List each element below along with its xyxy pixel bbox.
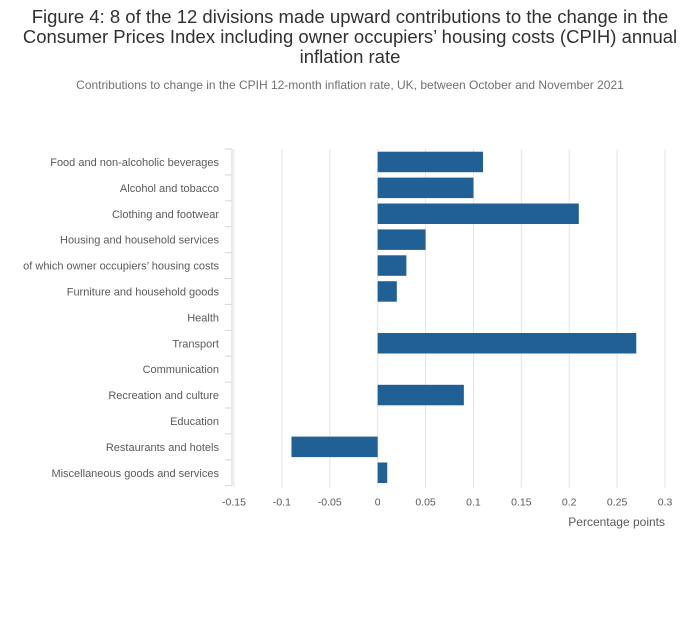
x-tick-label: 0.15 xyxy=(511,497,532,509)
category-label: Restaurants and hotels xyxy=(106,442,220,454)
x-axis-label: Percentage points xyxy=(568,515,665,529)
x-tick-label: 0.3 xyxy=(658,497,673,509)
category-labels: Food and non-alcoholic beverages Alcohol … xyxy=(23,157,219,480)
bar xyxy=(291,436,378,458)
bar xyxy=(377,281,397,302)
x-tick-label: -0.1 xyxy=(273,497,291,509)
category-label: Alcohol and tobacco xyxy=(120,183,219,195)
category-label: Communication xyxy=(143,364,219,376)
bar xyxy=(377,462,388,483)
bar xyxy=(377,203,579,224)
category-label: Clothing and footwear xyxy=(112,209,219,221)
x-tick-label: 0.25 xyxy=(607,497,628,509)
x-tick-label: -0.15 xyxy=(222,497,246,509)
x-tick-label: -0.05 xyxy=(318,497,342,509)
category-label: Education xyxy=(170,416,219,428)
chart-title: Figure 4: 8 of the 12 divisions made upw… xyxy=(22,6,678,67)
x-tick-label: 0 xyxy=(375,497,381,509)
category-label: Furniture and household goods xyxy=(67,286,220,298)
category-label: Miscellaneous goods and services xyxy=(51,468,219,480)
category-label: Recreation and culture xyxy=(108,390,219,402)
bar xyxy=(377,177,474,199)
bar xyxy=(377,229,426,250)
bar xyxy=(377,255,407,276)
category-label: Health xyxy=(187,312,219,324)
x-tick-label: 0.2 xyxy=(562,497,577,509)
bars xyxy=(291,151,637,483)
x-tick-label: 0.05 xyxy=(415,497,436,509)
bar xyxy=(377,151,484,173)
x-tick-label: 0.1 xyxy=(466,497,481,509)
bar xyxy=(377,384,464,406)
x-tick-labels: -0.15 -0.1 -0.05 0 0.05 0.1 0.15 0.2 0.25 0.3 xyxy=(222,497,672,509)
category-label: Transport xyxy=(172,338,219,350)
category-label: Food and non-alcoholic beverages xyxy=(50,157,219,169)
bar xyxy=(377,333,637,354)
category-label: Housing and household services xyxy=(60,235,219,247)
category-axis xyxy=(225,148,233,487)
category-label: of which owner occupiers’ housing costs xyxy=(23,261,219,273)
chart-subtitle: Contributions to change in the CPIH 12-m… xyxy=(76,78,624,92)
